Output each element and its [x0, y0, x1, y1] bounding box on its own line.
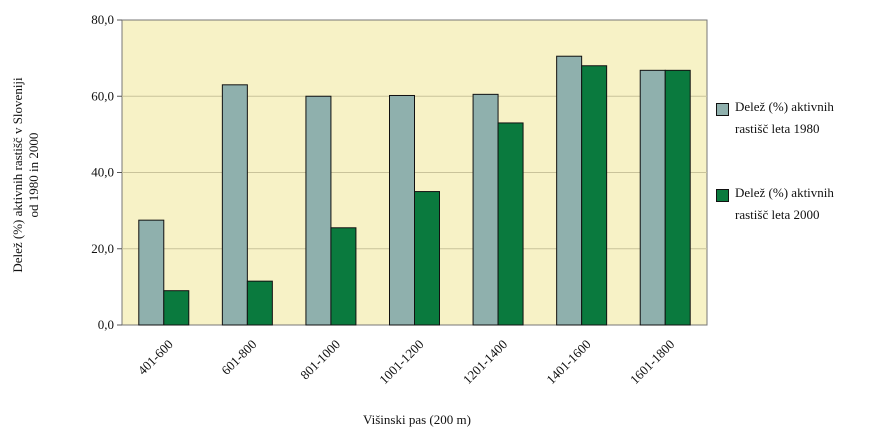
bar-2000-1401-1600 — [581, 65, 608, 326]
x-tick-label: 1001-1200 — [376, 337, 426, 387]
bar-1980-1201-1400 — [472, 93, 499, 326]
legend-item-1980: Delež (%) aktivnih rastišč leta 1980 — [716, 99, 866, 140]
bar-2000-401-600 — [163, 290, 190, 326]
x-axis-label: Višinski pas (200 m) — [363, 412, 471, 427]
bar-2000-1001-1200 — [414, 191, 440, 326]
y-tick-label: 20,0 — [91, 241, 114, 256]
legend-item-2000: Delež (%) aktivnih rastišč leta 2000 — [716, 185, 866, 226]
x-tick-label: 1601-1800 — [627, 337, 677, 387]
legend-swatch-1980 — [716, 103, 729, 116]
legend-label-2000: Delež (%) aktivnih rastišč leta 2000 — [735, 185, 834, 222]
y-axis-label-line-2: od 1980 in 2000 — [26, 133, 41, 218]
bar-1980-801-1000 — [305, 95, 332, 326]
y-tick-label: 80,0 — [91, 12, 114, 27]
x-tick-label: 401-600 — [135, 337, 176, 378]
bar-1980-601-800 — [221, 84, 248, 326]
bar-1980-1601-1800 — [639, 69, 666, 326]
x-tick-label: 601-800 — [218, 337, 259, 378]
x-axis-ticks: 401-600 601-800 801-1000 1001-1200 1201-1400… — [135, 337, 678, 387]
x-tick-label: 801-1000 — [297, 337, 343, 383]
y-tick-label: 40,0 — [91, 165, 114, 180]
legend-swatch-2000 — [716, 189, 729, 202]
y-axis-ticks: 0,0 20,0 40,0 60,0 80,0 — [91, 12, 122, 332]
y-axis-label: Delež (%) aktivnih rastišč v Sloveniji o… — [10, 77, 41, 273]
x-tick-label: 1201-1400 — [460, 337, 510, 387]
bar-1980-401-600 — [138, 219, 165, 326]
bars — [138, 55, 691, 326]
bar-2000-801-1000 — [330, 227, 357, 326]
y-tick-label: 0,0 — [98, 317, 114, 332]
bar-2000-601-800 — [246, 280, 273, 326]
y-tick-label: 60,0 — [91, 88, 114, 103]
legend-label-1980: Delež (%) aktivnih rastišč leta 1980 — [735, 99, 834, 136]
bar-1980-1401-1600 — [556, 55, 583, 326]
bar-2000-1201-1400 — [497, 122, 524, 326]
x-tick-label: 1401-1600 — [543, 337, 593, 387]
bar-2000-1601-1800 — [664, 69, 691, 326]
y-axis-label-line-1: Delež (%) aktivnih rastišč v Sloveniji — [10, 77, 25, 273]
bar-1980-1001-1200 — [389, 94, 415, 326]
